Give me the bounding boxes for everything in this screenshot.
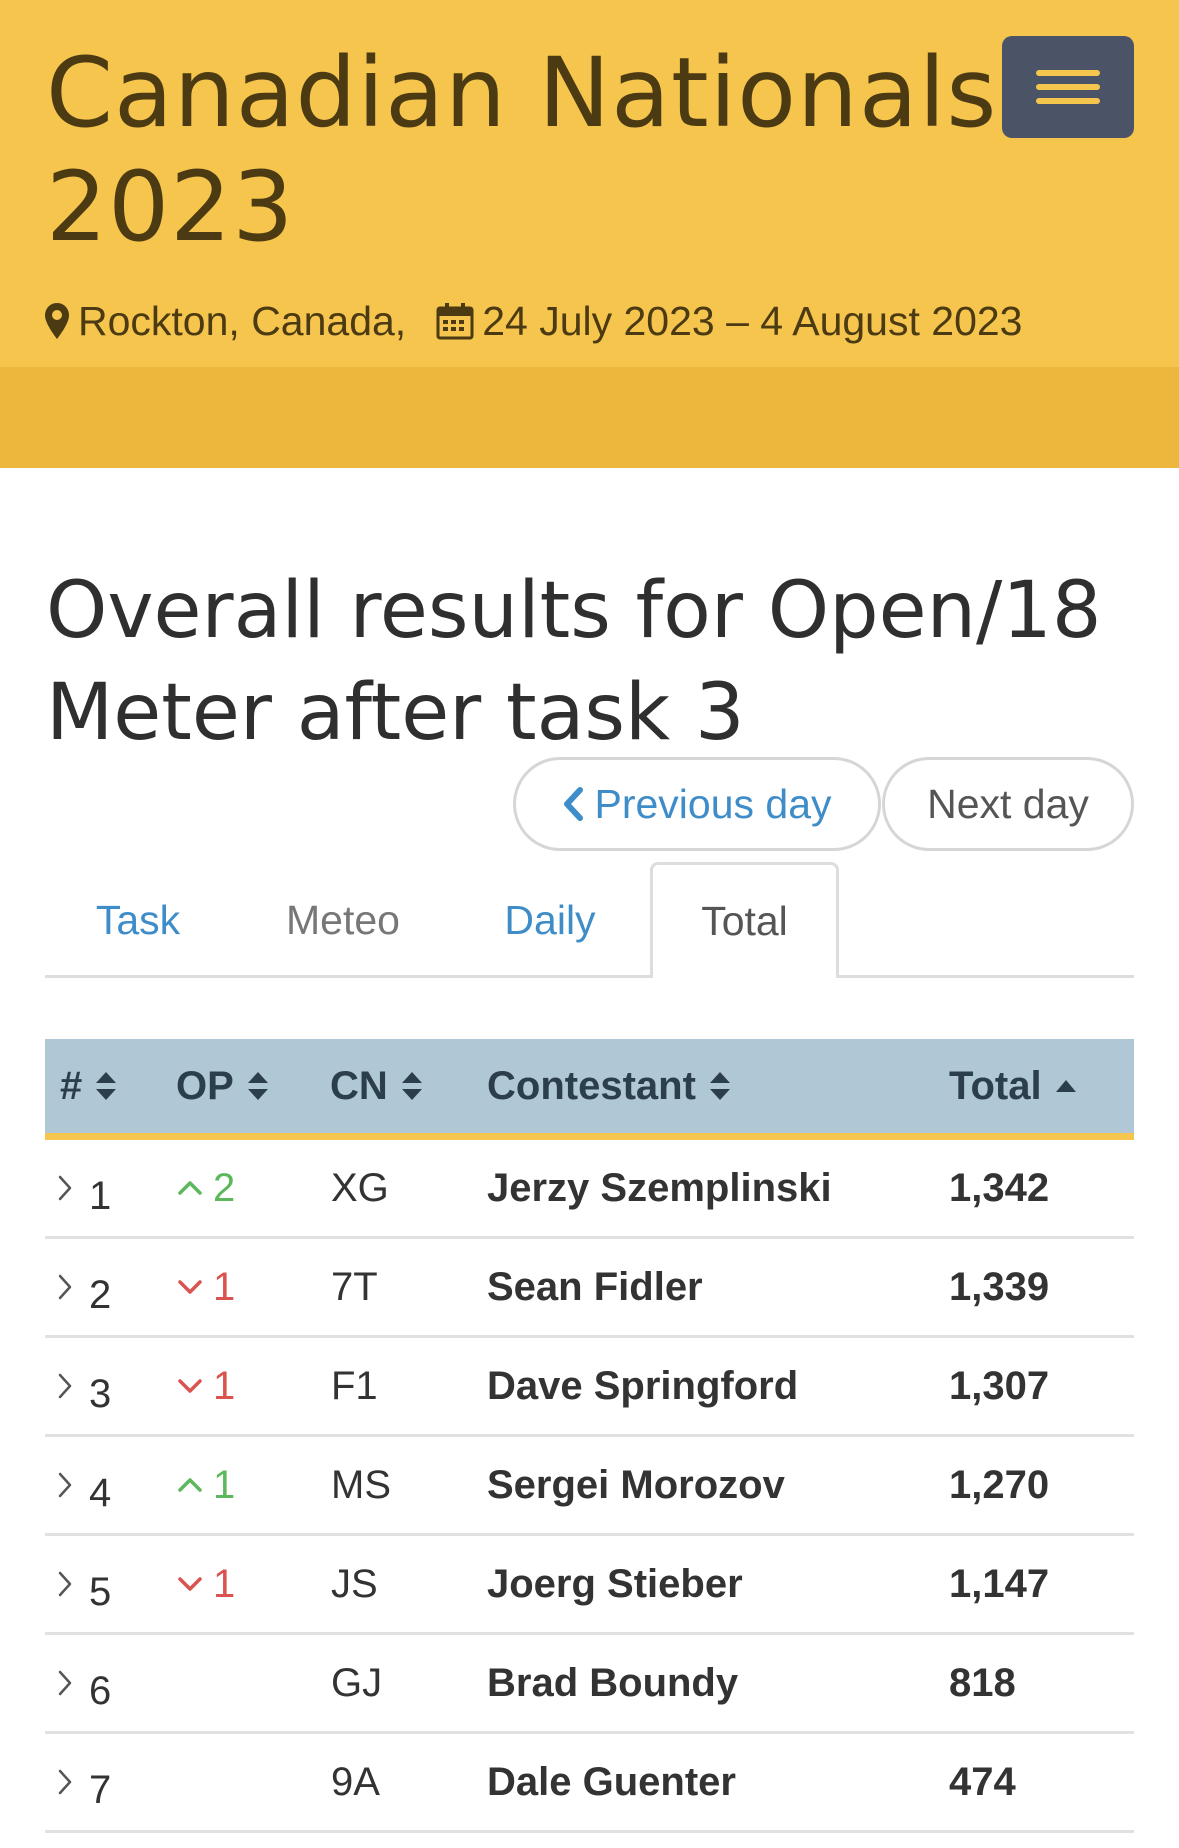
chevron-right-icon[interactable]	[57, 1635, 73, 1731]
tab-task[interactable]: Task	[95, 896, 181, 943]
tab-meteo[interactable]: Meteo	[286, 896, 400, 943]
rank-cell: 6	[89, 1668, 112, 1713]
column-header-rank[interactable]: #	[60, 1039, 118, 1133]
chevron-right-icon[interactable]	[57, 1734, 73, 1830]
tab-total[interactable]: Total	[650, 862, 839, 978]
column-header-total[interactable]: Total	[949, 1039, 1078, 1133]
chevron-right-icon[interactable]	[57, 1140, 73, 1236]
header-band	[0, 367, 1179, 468]
total-cell: 1,270	[949, 1462, 1050, 1507]
next-day-button[interactable]: Next day	[882, 757, 1134, 851]
sort-icon	[400, 1069, 424, 1103]
chevron-right-icon[interactable]	[57, 1536, 73, 1632]
table-row[interactable]: 1 2 XG Jerzy Szemplinski 1,342	[45, 1140, 1134, 1239]
map-marker-icon	[44, 302, 70, 340]
table-row[interactable]: 2 1 7T Sean Fidler 1,339	[45, 1239, 1134, 1338]
total-cell: 1,307	[949, 1363, 1050, 1408]
cn-cell: 7T	[331, 1264, 378, 1309]
chevron-down-icon	[177, 1279, 203, 1295]
location-text: Rockton, Canada,	[78, 297, 407, 344]
site-title: Canadian Nationals 2023	[46, 37, 998, 263]
cn-cell: GJ	[331, 1660, 383, 1705]
chevron-down-icon	[177, 1576, 203, 1592]
table-row[interactable]: 3 1 F1 Dave Springford 1,307	[45, 1338, 1134, 1437]
total-cell: 818	[949, 1660, 1016, 1705]
contestant-cell: Brad Boundy	[487, 1660, 739, 1705]
op-change: 1	[177, 1536, 235, 1632]
op-change: 1	[177, 1437, 235, 1533]
results-table-header	[45, 1039, 1134, 1139]
cn-cell: F1	[331, 1363, 378, 1408]
cn-cell: XG	[331, 1165, 389, 1210]
sort-icon	[708, 1069, 732, 1103]
contestant-cell: Sean Fidler	[487, 1264, 703, 1309]
rank-cell: 1	[89, 1173, 112, 1218]
total-cell: 1,339	[949, 1264, 1050, 1309]
rank-cell: 5	[89, 1569, 112, 1614]
table-row[interactable]: 4 1 MS Sergei Morozov 1,270	[45, 1437, 1134, 1536]
contestant-cell: Dave Springford	[487, 1363, 799, 1408]
op-change: 1	[177, 1338, 235, 1434]
op-change: 1	[177, 1239, 235, 1335]
rank-cell: 2	[89, 1272, 112, 1317]
calendar-icon	[436, 302, 474, 340]
table-row[interactable]: 6 GJ Brad Boundy 818	[45, 1635, 1134, 1734]
column-header-contestant[interactable]: Contestant	[487, 1039, 732, 1133]
contestant-cell: Dale Guenter	[487, 1759, 736, 1804]
rank-cell: 4	[89, 1470, 112, 1515]
page-title: Overall results for Open/18 Meter after …	[46, 566, 1102, 758]
table-row[interactable]: 5 1 JS Joerg Stieber 1,147	[45, 1536, 1134, 1635]
contestant-cell: Jerzy Szemplinski	[487, 1165, 832, 1210]
chevron-left-icon	[562, 787, 584, 821]
chevron-right-icon[interactable]	[57, 1437, 73, 1533]
next-day-label: Next day	[927, 780, 1089, 827]
tab-daily[interactable]: Daily	[504, 896, 596, 943]
column-header-op[interactable]: OP	[176, 1039, 270, 1133]
contestant-cell: Joerg Stieber	[487, 1561, 743, 1606]
contestant-cell: Sergei Morozov	[487, 1462, 785, 1507]
table-row[interactable]: 7 9A Dale Guenter 474	[45, 1734, 1134, 1833]
header-underline	[45, 1133, 1134, 1140]
op-change: 2	[177, 1140, 235, 1236]
chevron-right-icon[interactable]	[57, 1239, 73, 1335]
column-header-cn[interactable]: CN	[330, 1039, 424, 1133]
tabs-divider	[45, 975, 1134, 978]
rank-cell: 7	[89, 1767, 112, 1812]
previous-day-button[interactable]: Previous day	[513, 757, 881, 851]
competition-meta: Rockton, Canada, 24 July 2023 – 4 August…	[44, 296, 1022, 346]
previous-day-label: Previous day	[594, 780, 832, 827]
sort-icon	[94, 1069, 118, 1103]
date-range-text: 24 July 2023 – 4 August 2023	[482, 297, 1023, 344]
chevron-up-icon	[177, 1477, 203, 1493]
total-cell: 1,342	[949, 1165, 1050, 1210]
chevron-right-icon[interactable]	[57, 1338, 73, 1434]
menu-button[interactable]	[1002, 36, 1134, 138]
cn-cell: 9A	[331, 1759, 380, 1804]
site-header	[0, 0, 1179, 367]
chevron-down-icon	[177, 1378, 203, 1394]
sort-icon	[246, 1069, 270, 1103]
total-cell: 474	[949, 1759, 1016, 1804]
total-cell: 1,147	[949, 1561, 1050, 1606]
sort-ascending-icon	[1054, 1076, 1078, 1096]
rank-cell: 3	[89, 1371, 112, 1416]
chevron-up-icon	[177, 1180, 203, 1196]
cn-cell: JS	[331, 1561, 378, 1606]
cn-cell: MS	[331, 1462, 391, 1507]
